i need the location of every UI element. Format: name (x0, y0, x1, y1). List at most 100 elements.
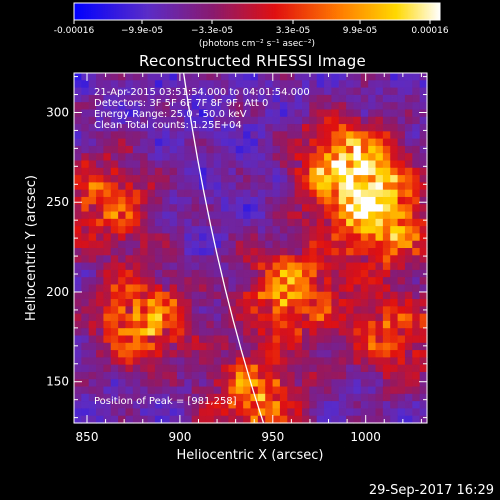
heatmap-cell (375, 393, 384, 402)
heatmap-cell (176, 335, 185, 344)
heatmap-cell (221, 218, 230, 227)
heatmap-cell (132, 313, 141, 322)
heatmap-cell (206, 364, 215, 373)
heatmap-cell (404, 131, 413, 140)
heatmap-cell (257, 386, 266, 395)
heatmap-cell (221, 269, 230, 278)
heatmap-cell (331, 328, 340, 337)
heatmap-cell (250, 138, 259, 147)
heatmap-cell (103, 357, 112, 366)
heatmap-cell (110, 240, 119, 249)
heatmap-cell (316, 109, 325, 118)
heatmap-cell (154, 386, 163, 395)
heatmap-cell (176, 393, 185, 402)
heatmap-cell (221, 313, 230, 322)
heatmap-cell (206, 393, 215, 402)
heatmap-cell (390, 401, 399, 410)
heatmap-cell (338, 386, 347, 395)
heatmap-cell (154, 167, 163, 176)
heatmap-cell (257, 335, 266, 344)
heatmap-cell (154, 160, 163, 169)
heatmap-cell (125, 87, 134, 96)
heatmap-cell (397, 379, 406, 388)
heatmap-cell (81, 364, 90, 373)
heatmap-cell (228, 131, 237, 140)
heatmap-cell (382, 313, 391, 322)
heatmap-cell (390, 328, 399, 337)
heatmap-cell (257, 87, 266, 96)
heatmap-cell (390, 240, 399, 249)
heatmap-cell (169, 313, 178, 322)
heatmap-cell (265, 313, 274, 322)
heatmap-cell (257, 379, 266, 388)
heatmap-cell (235, 306, 244, 315)
heatmap-cell (331, 175, 340, 183)
heatmap-cell (257, 138, 266, 147)
heatmap-cell (353, 218, 362, 227)
heatmap-cell (88, 277, 97, 286)
heatmap-cell (191, 175, 200, 183)
heatmap-cell (74, 80, 82, 89)
heatmap-cell (346, 255, 355, 264)
heatmap-cell (338, 175, 347, 183)
heatmap-cell (184, 386, 193, 395)
heatmap-cell (184, 204, 193, 213)
heatmap-cell (368, 379, 377, 388)
heatmap-cell (294, 328, 303, 337)
heatmap-cell (368, 306, 377, 315)
heatmap-cell (353, 328, 362, 337)
heatmap-cell (147, 131, 156, 140)
heatmap-cell (191, 138, 200, 147)
heatmap-cell (353, 357, 362, 366)
heatmap-cell (176, 102, 185, 111)
heatmap-cell (125, 269, 134, 278)
heatmap-cell (74, 109, 82, 118)
heatmap-cell (221, 262, 230, 271)
heatmap-cell (103, 218, 112, 227)
heatmap-cell (390, 313, 399, 322)
heatmap-cell (257, 102, 266, 111)
heatmap-cell (206, 371, 215, 380)
heatmap-cell (243, 131, 252, 140)
heatmap-cell (265, 415, 274, 424)
heatmap-cell (162, 313, 171, 322)
heatmap-cell (162, 379, 171, 388)
heatmap-cell (316, 386, 325, 395)
heatmap-cell (213, 299, 222, 307)
heatmap-cell (199, 167, 207, 176)
heatmap-cell (397, 371, 406, 380)
heatmap-cell (404, 204, 413, 213)
heatmap-cell (353, 102, 362, 111)
heatmap-cell (279, 371, 288, 380)
heatmap-cell (235, 189, 244, 198)
heatmap-cell (287, 299, 296, 307)
heatmap-cell (397, 284, 406, 293)
heatmap-cell (221, 408, 230, 417)
heatmap-cell (176, 415, 185, 424)
heatmap-cell (419, 277, 428, 286)
heatmap-cell (272, 328, 281, 337)
heatmap-cell (412, 145, 421, 154)
heatmap-cell (368, 357, 377, 366)
heatmap-cell (346, 364, 355, 373)
heatmap-cell (235, 350, 244, 358)
heatmap-cell (338, 415, 347, 424)
heatmap-cell (419, 342, 428, 351)
heatmap-cell (118, 335, 127, 344)
heatmap-cell (243, 284, 252, 293)
heatmap-cell (397, 196, 406, 205)
heatmap-cell (257, 306, 266, 315)
heatmap-cell (154, 313, 163, 322)
heatmap-cell (279, 109, 288, 118)
heatmap-cell (382, 131, 391, 140)
heatmap-cell (412, 277, 421, 286)
heatmap-cell (324, 371, 332, 380)
heatmap-cell (169, 211, 178, 220)
heatmap-cell (88, 342, 97, 351)
heatmap-cell (382, 262, 391, 271)
heatmap-cell (338, 109, 347, 118)
heatmap-cell (250, 299, 259, 307)
heatmap-cell (199, 80, 207, 89)
heatmap-cell (316, 350, 325, 358)
heatmap-cell (316, 182, 325, 191)
